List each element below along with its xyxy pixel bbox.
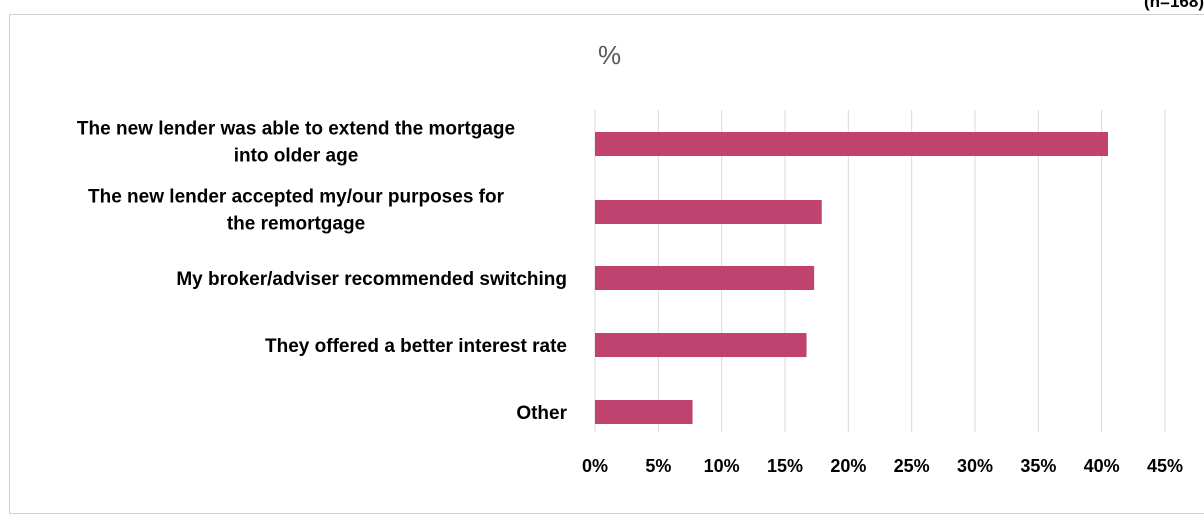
category-label-line: into older age xyxy=(234,146,359,167)
category-label: They offered a better interest rate xyxy=(265,336,567,357)
bar xyxy=(595,333,807,357)
category-label: My broker/adviser recommended switching xyxy=(176,269,567,290)
category-label: Other xyxy=(516,403,567,424)
bar xyxy=(595,132,1108,156)
x-tick-label: 20% xyxy=(830,456,866,476)
x-tick-label: 25% xyxy=(894,456,930,476)
x-tick-label: 10% xyxy=(704,456,740,476)
x-tick-label: 35% xyxy=(1020,456,1056,476)
x-tick-label: 5% xyxy=(645,456,671,476)
sample-size-note: (n=168) xyxy=(1144,0,1204,11)
x-tick-label: 30% xyxy=(957,456,993,476)
category-label: The new lender was able to extend the mo… xyxy=(77,119,515,167)
bar xyxy=(595,266,815,290)
category-label-line: the remortgage xyxy=(227,214,365,235)
x-tick-label: 0% xyxy=(582,456,608,476)
x-tick-label: 45% xyxy=(1147,456,1183,476)
x-tick-label: 40% xyxy=(1084,456,1120,476)
bar-chart: The new lender was able to extend the mo… xyxy=(77,110,1183,476)
x-tick-label: 15% xyxy=(767,456,803,476)
category-label: The new lender accepted my/our purposes … xyxy=(88,187,505,235)
bar xyxy=(595,400,693,424)
category-label-line: The new lender was able to extend the mo… xyxy=(77,119,515,140)
chart-title: % xyxy=(598,40,622,70)
bar xyxy=(595,200,822,224)
category-label-line: The new lender accepted my/our purposes … xyxy=(88,187,505,208)
